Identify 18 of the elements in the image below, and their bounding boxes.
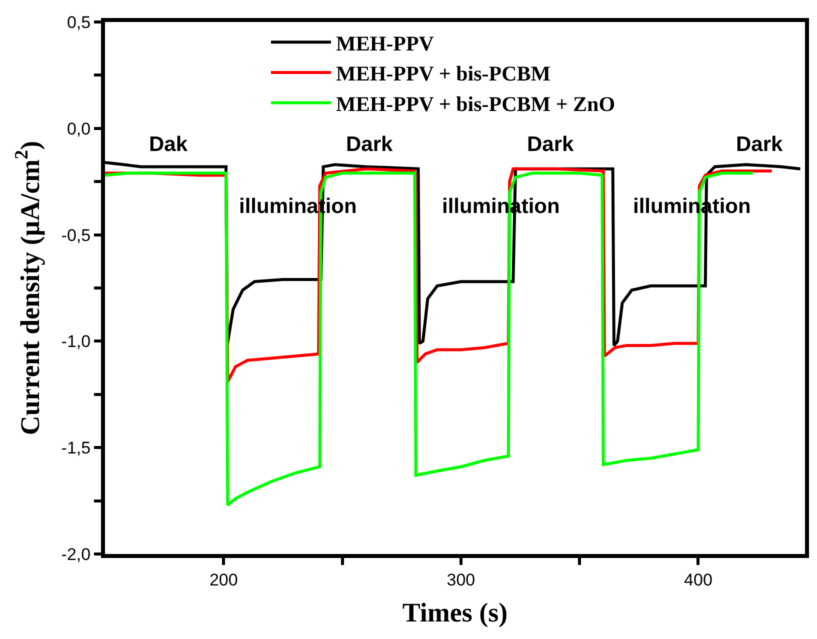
x-tick-label: 200 bbox=[209, 570, 238, 590]
line-series bbox=[105, 172, 754, 507]
y-tick-label: -1,0 bbox=[61, 332, 91, 352]
y-tick-label: -0,5 bbox=[61, 226, 91, 245]
legend-label: MEH-PPV bbox=[336, 31, 434, 56]
y-tick-label: 0,0 bbox=[66, 119, 91, 138]
x-tick-label: 300 bbox=[446, 570, 476, 590]
x-axis-title: Times (s) bbox=[402, 597, 508, 628]
x-tick-label: 400 bbox=[684, 570, 712, 590]
annotation: Dark bbox=[736, 133, 784, 156]
annotation: Dark bbox=[346, 133, 394, 156]
y-tick-label: 0,5 bbox=[66, 12, 91, 32]
annotation: Dark bbox=[527, 133, 574, 156]
legend-label: MEH-PPV + bis-PCBM + ZnO bbox=[336, 92, 616, 116]
annotation: Dak bbox=[149, 133, 188, 156]
y-tick-label: -1,5 bbox=[61, 438, 91, 458]
legend-label: MEH-PPV + bis-PCBM bbox=[336, 62, 551, 86]
y-tick-label: -2,0 bbox=[61, 544, 91, 564]
